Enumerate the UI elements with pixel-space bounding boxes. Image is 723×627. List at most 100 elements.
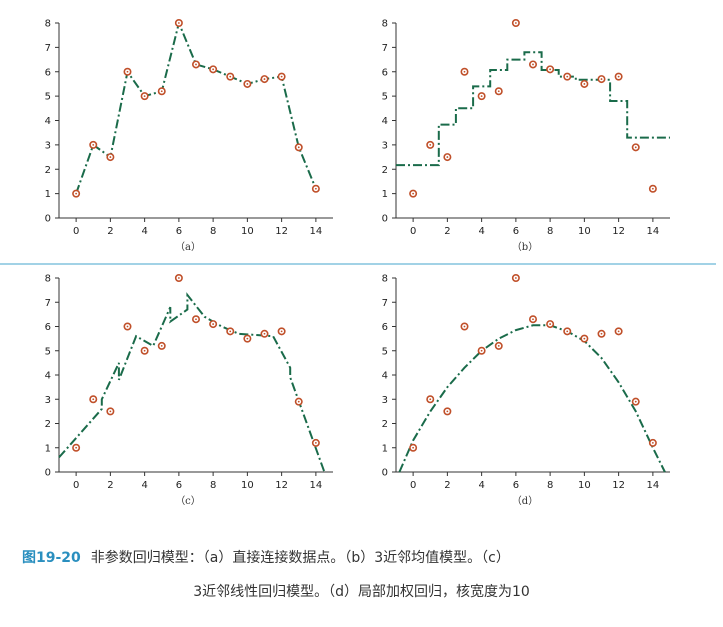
data-point-center: [229, 330, 232, 333]
panel-label: （a）: [175, 241, 201, 253]
y-tick-label: 1: [45, 189, 51, 200]
x-tick-label: 4: [141, 226, 147, 237]
x-tick-label: 14: [310, 226, 323, 237]
data-point-center: [177, 22, 180, 24]
data-point-center: [280, 330, 283, 333]
y-tick-label: 3: [45, 395, 51, 406]
data-point-center: [651, 442, 654, 444]
data-point-center: [566, 75, 569, 78]
data-point-center: [263, 78, 266, 80]
x-tick-label: 10: [578, 480, 591, 491]
data-point-center: [212, 68, 215, 71]
y-tick-label: 4: [45, 116, 51, 127]
data-point-center: [532, 318, 534, 321]
data-point-center: [263, 332, 266, 335]
x-tick-label: 12: [275, 480, 288, 491]
data-point-center: [514, 22, 517, 24]
y-tick-label: 1: [382, 443, 388, 454]
x-tick-label: 14: [647, 226, 660, 237]
y-tick-label: 7: [382, 298, 388, 309]
data-point-center: [126, 325, 129, 328]
data-point-center: [160, 90, 163, 93]
y-tick-label: 8: [382, 19, 388, 30]
x-tick-label: 6: [513, 480, 519, 491]
caption-line-2: 3近邻线性回归模型。（d）局部加权回归，核宽度为10: [193, 584, 530, 600]
data-point-center: [92, 143, 95, 146]
y-tick-label: 8: [45, 274, 51, 285]
x-tick-label: 14: [310, 480, 323, 491]
data-point-center: [314, 442, 317, 444]
y-tick-label: 4: [45, 371, 51, 382]
y-tick-label: 0: [45, 214, 51, 225]
data-point-center: [297, 400, 300, 403]
data-point-center: [497, 345, 500, 347]
y-tick-label: 1: [45, 443, 51, 454]
y-tick-label: 7: [45, 43, 51, 54]
x-tick-label: 8: [210, 226, 216, 237]
caption-line-1: 图19-20 非参数回归模型：（a）直接连接数据点。（b）3近邻均值模型。（c）: [22, 547, 723, 567]
fitted-curve: [75, 19, 317, 194]
y-tick-label: 1: [382, 189, 388, 200]
x-tick-label: 2: [444, 226, 450, 237]
x-tick-label: 0: [73, 226, 79, 237]
panel-label: （d）: [512, 495, 538, 507]
x-tick-label: 0: [410, 226, 416, 237]
data-point-center: [160, 345, 163, 347]
y-tick-label: 5: [382, 346, 388, 357]
data-point-center: [246, 337, 249, 340]
y-tick-label: 0: [382, 214, 388, 225]
data-point-center: [583, 83, 586, 85]
data-point-center: [177, 277, 180, 279]
x-tick-label: 10: [578, 226, 591, 237]
x-tick-label: 12: [612, 480, 625, 491]
data-point-center: [617, 330, 620, 333]
data-point-center: [429, 143, 432, 146]
x-tick-label: 4: [141, 480, 147, 491]
panel-label: （c）: [175, 495, 201, 507]
data-point-center: [497, 90, 500, 93]
y-tick-label: 8: [45, 19, 51, 30]
x-tick-label: 6: [513, 226, 519, 237]
y-tick-label: 6: [45, 67, 51, 78]
data-point-center: [429, 398, 432, 401]
data-point-center: [109, 410, 112, 413]
x-tick-label: 12: [612, 226, 625, 237]
data-point-center: [92, 398, 95, 401]
fitted-curve: [398, 324, 666, 473]
data-point-center: [412, 192, 415, 195]
y-tick-label: 4: [382, 116, 388, 127]
x-tick-label: 0: [73, 480, 79, 491]
y-tick-label: 7: [382, 43, 388, 54]
data-point-center: [412, 446, 415, 449]
caption-text-1: 非参数回归模型：（a）直接连接数据点。（b）3近邻均值模型。（c）: [90, 550, 510, 566]
data-point-center: [126, 70, 129, 73]
data-point-center: [109, 156, 112, 158]
data-point-center: [297, 146, 300, 149]
y-tick-label: 5: [45, 92, 51, 103]
data-point-center: [600, 332, 603, 335]
y-tick-label: 4: [382, 371, 388, 382]
y-tick-label: 0: [382, 468, 388, 479]
data-point-center: [600, 78, 603, 80]
y-tick-label: 2: [382, 419, 388, 430]
data-point-center: [634, 146, 637, 149]
data-point-center: [246, 83, 249, 85]
data-point-center: [314, 187, 317, 190]
data-point-center: [75, 446, 78, 449]
data-point-center: [634, 400, 637, 403]
data-point-center: [143, 95, 146, 98]
data-point-center: [446, 410, 449, 413]
data-point-center: [463, 70, 466, 73]
data-point-center: [549, 68, 552, 71]
panel-label: （b）: [512, 241, 538, 253]
data-point-center: [514, 277, 517, 279]
x-tick-label: 6: [176, 480, 182, 491]
y-tick-label: 2: [382, 165, 388, 176]
data-point-center: [195, 63, 197, 66]
x-tick-label: 8: [210, 480, 216, 491]
x-tick-label: 2: [107, 480, 113, 491]
x-tick-label: 2: [444, 480, 450, 491]
